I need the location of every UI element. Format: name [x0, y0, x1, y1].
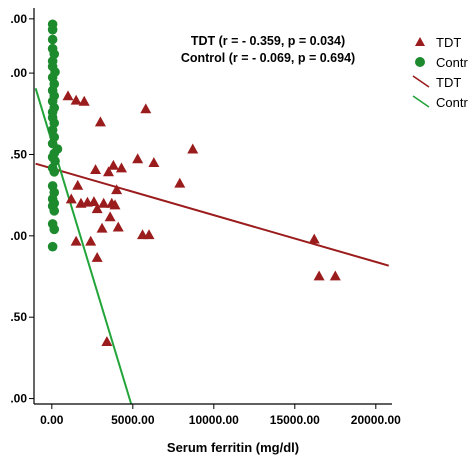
point-tdt [96, 222, 108, 233]
point-tdt [115, 162, 127, 173]
point-tdt [91, 203, 103, 214]
y-tick-label: .00 [10, 229, 27, 243]
point-tdt [132, 153, 144, 164]
fit-line-tdt [35, 162, 390, 267]
point-tdt [78, 95, 90, 106]
point-tdt [104, 211, 116, 222]
y-tick-label: .50 [10, 147, 27, 161]
x-tick-label: 5000.00 [111, 413, 155, 427]
point-tdt [62, 90, 74, 101]
point-tdt [75, 197, 87, 208]
fit-lines [34, 87, 390, 405]
legend-circle-icon [415, 57, 425, 67]
legend-line-icon [412, 75, 430, 88]
y-axis-ticks: .00 .50 .00 .50 .00 .00 [10, 12, 34, 406]
x-tick-label: 20000.00 [351, 413, 401, 427]
point-tdt [107, 159, 119, 170]
point-control [47, 34, 58, 45]
point-tdt [308, 233, 320, 244]
y-tick-label: .00 [10, 392, 27, 406]
y-tick-label: .00 [10, 12, 27, 26]
point-tdt [140, 103, 152, 114]
point-tdt [65, 193, 77, 204]
point-tdt [101, 336, 113, 347]
point-control [49, 224, 60, 235]
x-axis-ticks: 0.00 5000.00 10000.00 15000.00 20000.00 [40, 404, 401, 427]
point-tdt [91, 252, 103, 262]
point-tdt [72, 179, 84, 190]
point-tdt [85, 235, 97, 246]
point-control [47, 241, 58, 252]
point-control [49, 206, 60, 216]
point-tdt [187, 143, 199, 154]
annotation-control-correlation: Control (r = - 0.069, p = 0.694) [181, 51, 355, 65]
point-tdt [98, 197, 110, 208]
x-tick-label: 10000.00 [189, 413, 239, 427]
point-control [47, 24, 58, 35]
y-tick-label: .00 [10, 66, 27, 80]
point-tdt [109, 199, 121, 210]
annotation-tdt-correlation: TDT (r = - 0.359, p = 0.034) [191, 34, 345, 48]
point-tdt [90, 164, 102, 175]
legend: TDT Contr TDT Contr [412, 35, 468, 110]
point-tdt [329, 270, 341, 281]
point-tdt [103, 166, 115, 177]
point-tdt [70, 94, 82, 105]
x-tick-label: 15000.00 [270, 413, 320, 427]
point-tdt [174, 177, 186, 188]
point-tdt [313, 270, 325, 281]
data-points [47, 19, 341, 347]
legend-label: TDT [436, 75, 461, 90]
point-control [49, 167, 60, 177]
y-tick-label: .50 [10, 310, 27, 324]
point-tdt [143, 229, 155, 240]
point-tdt [112, 221, 124, 232]
legend-label: TDT [436, 35, 461, 50]
point-tdt [88, 196, 100, 207]
point-tdt [70, 235, 82, 246]
x-tick-label: 0.00 [40, 413, 64, 427]
legend-label: Contr [436, 95, 468, 110]
point-tdt [111, 184, 123, 195]
legend-label: Contr [436, 55, 468, 70]
point-tdt [94, 116, 106, 127]
x-axis-title: Serum ferritin (mg/dl) [167, 440, 299, 455]
legend-triangle-icon [415, 37, 425, 46]
axes [33, 8, 392, 405]
point-tdt [148, 157, 160, 168]
legend-line-icon [412, 95, 430, 108]
